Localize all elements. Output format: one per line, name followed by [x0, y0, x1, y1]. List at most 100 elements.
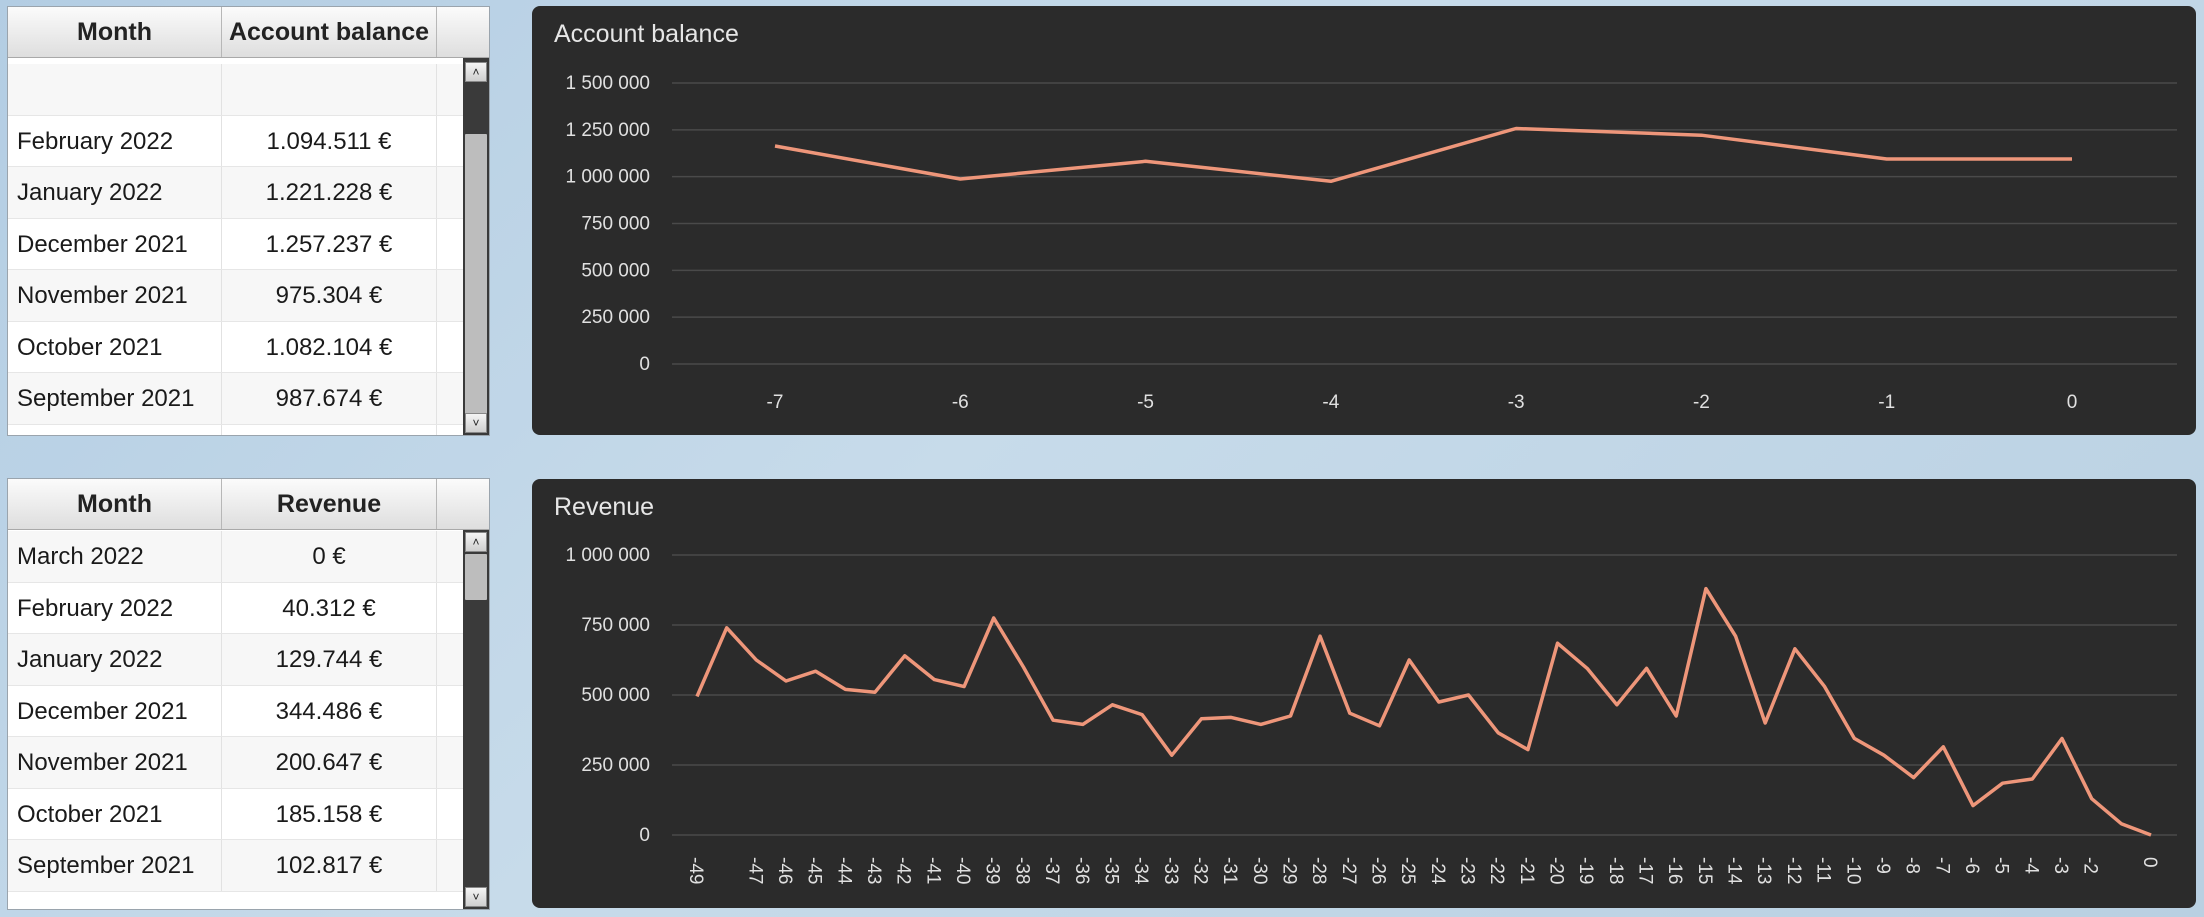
month-cell [8, 64, 222, 115]
x-tick-label: -3 [1508, 392, 1525, 413]
month-cell: March 2022 [8, 531, 222, 582]
month-cell: November 2021 [8, 737, 222, 788]
column-header-month[interactable]: Month [8, 479, 222, 529]
x-tick-label: -23 [1457, 857, 1478, 884]
x-tick-label: -20 [1546, 857, 1567, 884]
x-tick-label: -8 [1902, 857, 1923, 874]
column-header-revenue[interactable]: Revenue [222, 479, 437, 529]
y-tick-label: 1 250 000 [565, 120, 650, 141]
x-tick-label: -17 [1635, 857, 1656, 884]
table-row[interactable]: December 2021 344.486 € [8, 685, 463, 737]
x-tick-label: -24 [1427, 857, 1448, 885]
table-row[interactable] [8, 64, 463, 116]
value-cell: 129.744 € [222, 634, 437, 685]
table-row[interactable]: September 2021 987.674 € [8, 373, 463, 425]
table-row[interactable]: September 2021 102.817 € [8, 840, 463, 892]
vertical-scrollbar[interactable]: ˄ ˅ [463, 58, 489, 435]
value-cell: 185.158 € [222, 788, 437, 839]
column-header-month[interactable]: Month [8, 7, 222, 57]
x-tick-label: -47 [744, 857, 765, 884]
x-tick-label: -33 [1160, 857, 1181, 884]
table-header: Month Account balance [8, 7, 489, 58]
x-tick-label: -5 [1137, 392, 1154, 413]
table-row[interactable]: January 2022 1.221.228 € [8, 167, 463, 219]
table-row[interactable]: November 2021 200.647 € [8, 737, 463, 789]
table-row[interactable]: December 2021 1.257.237 € [8, 218, 463, 270]
table-row[interactable]: February 2022 40.312 € [8, 582, 463, 634]
x-tick-label: -27 [1338, 857, 1359, 884]
month-cell: August 2021 [8, 424, 222, 435]
chevron-up-icon[interactable]: ˄ [465, 532, 487, 552]
table-row[interactable]: October 2021 1.082.104 € [8, 321, 463, 373]
month-cell: October 2021 [8, 788, 222, 839]
x-tick-label: -2 [2080, 857, 2101, 874]
x-tick-label: -15 [1694, 857, 1715, 884]
scroll-thumb[interactable] [465, 134, 487, 414]
value-cell: 40.312 € [222, 582, 437, 633]
y-tick-label: 250 000 [581, 307, 650, 328]
x-tick-label: -26 [1367, 857, 1388, 884]
x-tick-label: -30 [1249, 857, 1270, 884]
table-body: February 2022 1.094.511 € January 2022 1.22… [8, 64, 463, 435]
month-cell: January 2022 [8, 167, 222, 218]
x-tick-label: -46 [774, 857, 795, 884]
x-tick-label: -42 [893, 857, 914, 884]
column-header-account-balance[interactable]: Account balance [222, 7, 437, 57]
y-tick-label: 1 000 000 [565, 545, 650, 566]
table-row[interactable]: November 2021 975.304 € [8, 270, 463, 322]
x-tick-label: -34 [1130, 857, 1151, 885]
table-row[interactable]: January 2022 129.744 € [8, 634, 463, 686]
x-tick-label: -21 [1516, 857, 1537, 884]
x-tick-label: -25 [1397, 857, 1418, 884]
month-cell: December 2021 [8, 685, 222, 736]
chevron-down-icon[interactable]: ˅ [465, 413, 487, 433]
x-tick-label: -35 [1100, 857, 1121, 884]
chevron-down-icon[interactable]: ˅ [465, 887, 487, 907]
y-tick-label: 0 [639, 354, 650, 375]
scroll-thumb[interactable] [465, 554, 487, 600]
value-cell: 0 € [222, 531, 437, 582]
y-tick-label: 1 000 000 [565, 167, 650, 188]
value-cell: 975.304 € [222, 270, 437, 321]
x-tick-label: -6 [952, 392, 969, 413]
chart-title: Account balance [554, 20, 739, 48]
x-tick-label: 0 [2067, 392, 2078, 413]
table-body: March 2022 0 € February 2022 40.312 € Januar… [8, 531, 463, 909]
month-cell: October 2021 [8, 321, 222, 372]
table-row[interactable]: March 2022 0 € [8, 531, 463, 583]
revenue-chart: Revenue 0 250 000 500 000 750 000 1 000 000 -… [532, 479, 2196, 908]
chevron-up-icon[interactable]: ˄ [465, 62, 487, 82]
x-tick-label: -10 [1842, 857, 1863, 884]
value-cell: 1.082.104 € [222, 321, 437, 372]
value-cell: 1.163.930 € [222, 424, 437, 435]
x-tick-label: -38 [1011, 857, 1032, 884]
x-tick-label: -40 [952, 857, 973, 884]
table-row[interactable]: October 2021 185.158 € [8, 788, 463, 840]
y-tick-label: 750 000 [581, 615, 650, 636]
table-header: Month Revenue [8, 479, 489, 530]
x-tick-label: -29 [1278, 857, 1299, 884]
value-cell: 200.647 € [222, 737, 437, 788]
y-tick-label: 500 000 [581, 260, 650, 281]
x-tick-label: -7 [767, 392, 784, 413]
x-tick-label: -31 [1219, 857, 1240, 884]
vertical-scrollbar[interactable]: ˄ ˅ [463, 530, 489, 909]
y-tick-label: 750 000 [581, 214, 650, 235]
x-tick-label: -3 [2050, 857, 2071, 874]
month-cell: December 2021 [8, 218, 222, 269]
x-tick-label: -32 [1189, 857, 1210, 884]
value-cell: 1.094.511 € [222, 115, 437, 166]
x-tick-label: -39 [982, 857, 1003, 884]
value-cell: 102.817 € [222, 840, 437, 891]
scroll-track[interactable] [465, 84, 487, 134]
x-tick-label: -36 [1071, 857, 1092, 884]
month-cell: February 2022 [8, 582, 222, 633]
table-row[interactable]: February 2022 1.094.511 € [8, 115, 463, 167]
month-cell: September 2021 [8, 373, 222, 424]
month-cell: November 2021 [8, 270, 222, 321]
account-balance-table[interactable]: Month Account balance February 2022 1.094… [7, 6, 490, 436]
x-tick-label: -13 [1753, 857, 1774, 884]
x-tick-label: -12 [1783, 857, 1804, 884]
revenue-table[interactable]: Month Revenue March 2022 0 € February 2022… [7, 478, 490, 910]
